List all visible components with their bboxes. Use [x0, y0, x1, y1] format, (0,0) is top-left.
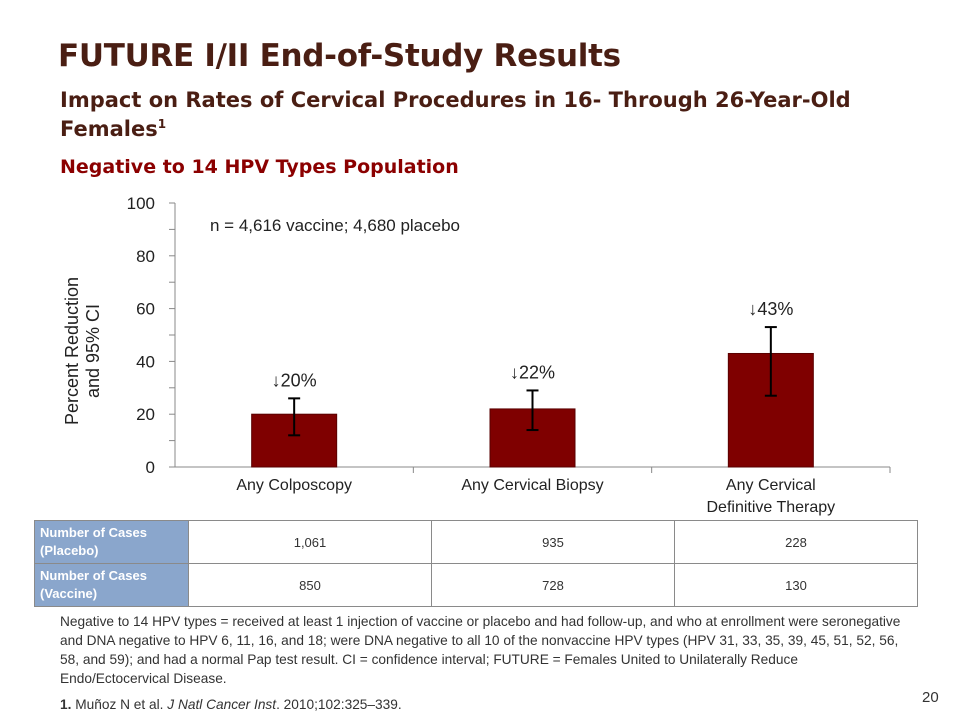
reference-citation: . 2010;102:325–339.	[276, 697, 402, 712]
slide-title: FUTURE I/II End-of-Study Results	[58, 38, 621, 74]
table-cell: 228	[674, 520, 918, 564]
y-tick-label: 100	[127, 194, 155, 213]
footnote: Negative to 14 HPV types = received at l…	[60, 614, 901, 686]
y-tick-label: 60	[136, 300, 155, 319]
table-row-header: Number of Cases (Vaccine)	[34, 563, 189, 607]
x-category-label-3: Any Cervical Definitive Therapy	[707, 477, 836, 516]
cases-table: Number of Cases (Placebo) 1,061 935 228 Numb…	[34, 520, 918, 607]
subtitle-reference-marker: 1	[157, 117, 167, 131]
table-cell: 850	[188, 563, 432, 607]
table-cell: 130	[674, 563, 918, 607]
slide-subtitle: Impact on Rates of Cervical Procedures i…	[60, 86, 900, 144]
population-heading: Negative to 14 HPV Types Population	[60, 156, 459, 178]
reference-journal: J Natl Cancer Inst	[167, 697, 277, 712]
reference: 1. Muñoz N et al. J Natl Cancer Inst. 20…	[60, 697, 402, 712]
x-category-label-2: Any Cervical Biopsy	[461, 477, 603, 494]
reference-authors: Muñoz N et al.	[75, 697, 164, 712]
table-cell: 728	[431, 563, 675, 607]
x-category-label-1: Any Colposcopy	[236, 477, 352, 494]
bar-chart: 0 20 40 60 80 100 Percent Reductionand 95% CI n…	[62, 194, 891, 516]
table-row: Number of Cases (Vaccine) 850 728 130	[34, 563, 918, 607]
table-row-header: Number of Cases (Placebo)	[34, 520, 189, 564]
table-cell: 935	[431, 520, 675, 564]
y-axis-label: Percent Reductionand 95% CI	[62, 277, 103, 425]
page-number: 20	[922, 689, 939, 706]
y-tick-label: 40	[136, 352, 155, 371]
data-label-2: ↓22%	[510, 362, 555, 382]
data-label-3: ↓43%	[748, 299, 793, 319]
y-tick-label: 20	[136, 405, 155, 424]
subtitle-text: Impact on Rates of Cervical Procedures i…	[60, 88, 851, 141]
y-tick-label: 0	[146, 458, 155, 477]
data-label-1: ↓20%	[272, 370, 317, 390]
y-tick-label: 80	[136, 247, 155, 266]
table-cell: 1,061	[188, 520, 432, 564]
reference-number: 1.	[60, 697, 72, 712]
sample-size-annotation: n = 4,616 vaccine; 4,680 placebo	[210, 216, 460, 235]
table-row: Number of Cases (Placebo) 1,061 935 228	[34, 520, 918, 564]
